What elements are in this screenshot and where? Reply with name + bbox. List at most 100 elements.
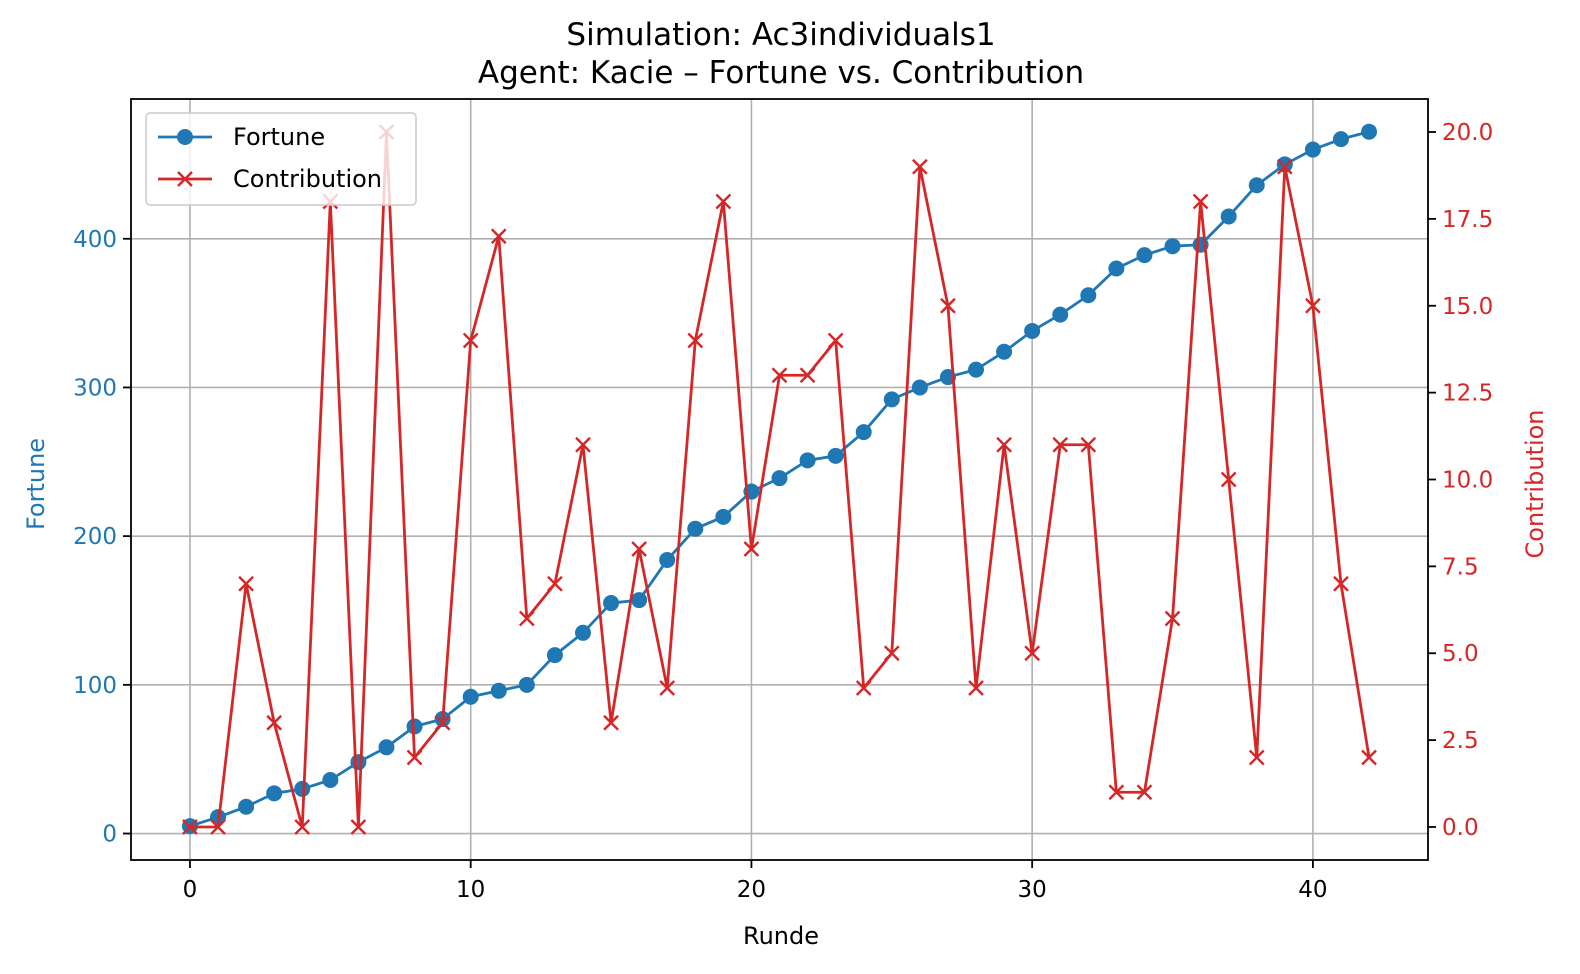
contribution-point-38 xyxy=(1248,749,1265,766)
fortune-point-31 xyxy=(1052,306,1069,323)
y-axis-label-right: Contribution xyxy=(1521,409,1549,558)
x-tick-label-0: 0 xyxy=(183,877,198,903)
contribution-point-35 xyxy=(1164,610,1181,627)
contribution-point-34 xyxy=(1136,784,1153,801)
contribution-point-4 xyxy=(294,819,311,835)
fortune-point-2 xyxy=(238,798,255,815)
fortune-point-32 xyxy=(1080,287,1097,304)
y-left-tick-label-4: 400 xyxy=(73,227,117,253)
contribution-point-21 xyxy=(771,367,788,384)
y-right-tick-label-8: 20.0 xyxy=(1442,120,1493,146)
plot-series xyxy=(181,123,1378,835)
fortune-point-25 xyxy=(883,391,900,408)
contribution-point-20 xyxy=(743,541,760,557)
contribution-point-26 xyxy=(912,158,928,175)
fortune-point-12 xyxy=(518,676,535,693)
fortune-point-22 xyxy=(799,452,816,469)
fortune-point-26 xyxy=(911,379,928,396)
legend: Fortune Contribution xyxy=(145,112,417,206)
legend-fortune-marker xyxy=(177,129,193,145)
contribution-point-33 xyxy=(1108,784,1125,801)
chart-subtitle: Agent: Kacie – Fortune vs. Contribution xyxy=(478,55,1084,91)
fortune-point-16 xyxy=(631,592,648,609)
y-left-tick-label-0: 0 xyxy=(102,822,117,848)
contribution-point-2 xyxy=(238,575,254,592)
contribution-point-8 xyxy=(406,749,423,766)
contribution-point-30 xyxy=(1024,645,1041,662)
contribution-point-16 xyxy=(631,541,647,557)
fortune-point-41 xyxy=(1332,131,1349,148)
y-right-tick-label-6: 15.0 xyxy=(1442,294,1493,320)
fortune-point-18 xyxy=(687,520,704,537)
fortune-point-42 xyxy=(1361,123,1378,140)
y-right-tick-label-5: 12.5 xyxy=(1442,381,1493,407)
contribution-point-0 xyxy=(182,819,198,835)
contribution-point-1 xyxy=(210,819,226,835)
legend-box xyxy=(145,112,417,206)
fortune-point-4 xyxy=(294,780,311,797)
contribution-point-6 xyxy=(350,819,367,835)
y-left-tick-label-1: 100 xyxy=(73,673,117,699)
x-tick-label-1: 10 xyxy=(456,877,485,903)
y-right-tick-label-7: 17.5 xyxy=(1442,207,1493,233)
contribution-point-36 xyxy=(1192,193,1209,210)
contribution-point-25 xyxy=(883,645,900,662)
fortune-point-37 xyxy=(1220,208,1237,225)
chart-title: Simulation: Ac3individuals1 xyxy=(566,17,995,53)
fortune-point-39 xyxy=(1276,156,1293,173)
fortune-point-10 xyxy=(462,688,479,705)
contribution-point-3 xyxy=(266,714,283,731)
legend-contribution-marker xyxy=(177,171,193,187)
contribution-point-40 xyxy=(1305,297,1321,314)
contribution-point-41 xyxy=(1333,575,1349,592)
y-right-tick-label-2: 5.0 xyxy=(1442,641,1479,667)
y-right-tick-label-0: 0.0 xyxy=(1442,815,1479,841)
y-left-tick-label-3: 300 xyxy=(73,375,117,401)
x-tick-label-4: 40 xyxy=(1298,877,1327,903)
fortune-point-19 xyxy=(715,508,732,525)
fortune-point-5 xyxy=(322,772,339,789)
contribution-point-37 xyxy=(1220,471,1237,488)
contribution-point-13 xyxy=(547,575,563,592)
contribution-point-29 xyxy=(996,436,1012,453)
x-axis-label: Runde xyxy=(743,922,819,950)
fortune-point-3 xyxy=(266,785,283,802)
contribution-point-31 xyxy=(1052,436,1069,453)
fortune-point-24 xyxy=(855,424,872,441)
y-right-tick-label-1: 2.5 xyxy=(1442,728,1479,754)
contribution-point-10 xyxy=(462,332,479,349)
contribution-point-42 xyxy=(1361,749,1377,766)
fortune-point-35 xyxy=(1164,238,1181,255)
fortune-point-17 xyxy=(659,551,676,568)
contribution-point-22 xyxy=(799,367,816,384)
grid xyxy=(131,99,1428,860)
contribution-point-17 xyxy=(659,680,676,696)
contribution-point-14 xyxy=(575,436,591,453)
fortune-point-29 xyxy=(996,343,1013,360)
y-right-tick-label-4: 10.0 xyxy=(1442,468,1493,494)
fortune-point-15 xyxy=(603,595,620,612)
contribution-point-9 xyxy=(434,714,451,731)
contribution-point-32 xyxy=(1080,436,1097,453)
fortune-point-28 xyxy=(968,361,985,378)
y-axis-label-left: Fortune xyxy=(22,438,50,530)
contribution-point-15 xyxy=(603,714,619,731)
fortune-point-11 xyxy=(490,682,507,699)
legend-contribution-label: Contribution xyxy=(233,165,382,193)
fortune-point-13 xyxy=(546,647,563,664)
fortune-point-33 xyxy=(1108,260,1125,277)
contribution-point-12 xyxy=(518,610,535,627)
legend-fortune-label: Fortune xyxy=(233,123,325,151)
x-tick-label-3: 30 xyxy=(1018,877,1047,903)
fortune-point-38 xyxy=(1248,177,1265,194)
fortune-point-6 xyxy=(350,754,367,771)
contribution-point-24 xyxy=(855,680,872,696)
contribution-point-28 xyxy=(968,680,984,696)
fortune-point-40 xyxy=(1304,141,1321,158)
axis-ticks: 0 10 20 30 4001002003004000.02.55.07.510.012… xyxy=(73,120,1493,903)
contribution-point-18 xyxy=(687,332,704,349)
fortune-point-30 xyxy=(1024,322,1041,339)
fortune-point-7 xyxy=(378,739,395,756)
fortune-point-14 xyxy=(574,624,591,641)
